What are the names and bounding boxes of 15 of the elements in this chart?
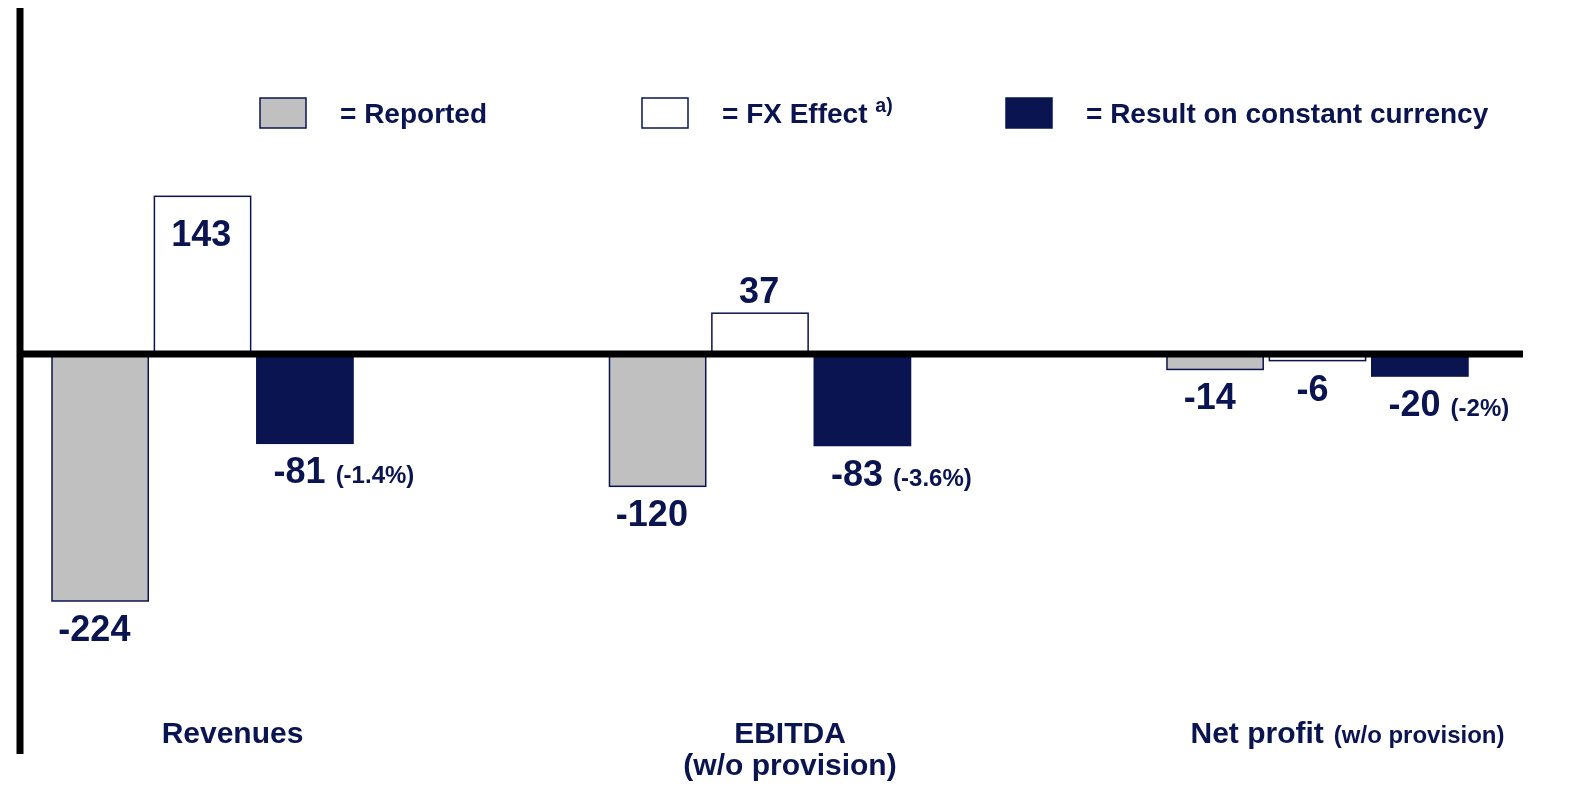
- data-label: -83 (-3.6%): [831, 452, 972, 494]
- data-label: -120: [615, 493, 688, 535]
- data-label: -224: [58, 608, 131, 649]
- legend-label: = Result on constant currency: [1086, 98, 1489, 129]
- x-tick-label: Revenues: [161, 716, 304, 749]
- data-label: -14: [1183, 376, 1236, 418]
- data-label: -6: [1296, 367, 1329, 409]
- data-label: 143: [171, 213, 232, 255]
- data-label: 37: [739, 270, 780, 312]
- x-tick-label: Net profit (w/o provision): [1190, 716, 1505, 749]
- data-label: -81 (-1.4%): [273, 450, 415, 492]
- x-tick-label: EBITDA (w/o provision): [683, 716, 897, 781]
- legend-label: = Reported: [340, 98, 488, 129]
- data-label: -20 (-2%): [1388, 383, 1510, 425]
- legend-label: = FX Effect $^{a)}$: [722, 94, 893, 129]
